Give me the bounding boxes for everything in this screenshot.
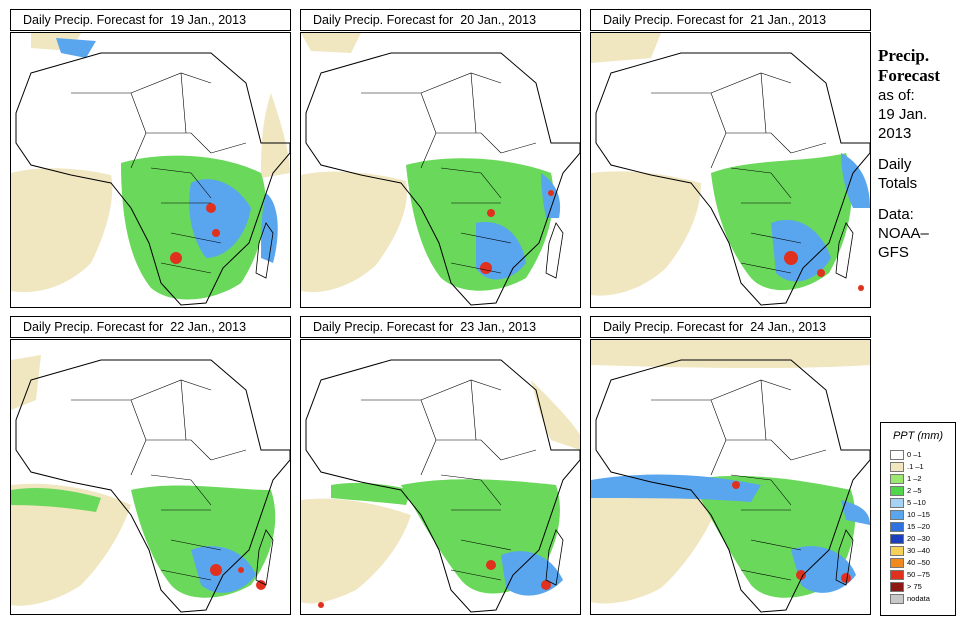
rain-heavy	[170, 203, 220, 264]
sidebar-title-line2: Forecast	[878, 66, 940, 85]
legend-swatch	[890, 546, 904, 556]
data-source-line1: Data:	[878, 206, 914, 223]
legend-label: .1 –1	[907, 462, 924, 471]
map-panel-jan23: Daily Precip. Forecast for 23 Jan., 2013	[300, 316, 581, 615]
legend-title: PPT (mm)	[892, 430, 944, 442]
legend-swatch	[890, 594, 904, 604]
panel-title: Daily Precip. Forecast for 21 Jan., 2013	[590, 9, 871, 31]
precip-map-jan20	[300, 32, 581, 308]
legend-label: 1 –2	[907, 474, 922, 483]
legend-label: 30 –40	[907, 546, 930, 555]
coastline	[305, 52, 580, 306]
madagascar	[255, 529, 274, 586]
data-source-line2: NOAA–	[878, 225, 929, 242]
legend-label: 5 –10	[907, 498, 926, 507]
legend-swatch	[890, 534, 904, 544]
rain-heavy	[732, 481, 851, 583]
precip-map-jan21	[590, 32, 871, 308]
map-panel-jan19: Daily Precip. Forecast for 19 Jan., 2013	[10, 9, 291, 308]
tan-dry-areas	[301, 380, 580, 604]
legend-swatch	[890, 486, 904, 496]
rain-heavy	[318, 560, 551, 608]
panel-title: Daily Precip. Forecast for 23 Jan., 2013	[300, 316, 581, 338]
coastline	[15, 359, 290, 613]
rain-blue	[591, 474, 870, 593]
coastline	[15, 52, 290, 306]
madagascar	[835, 222, 854, 279]
rain-blue	[771, 153, 870, 282]
panel-title: Daily Precip. Forecast for 19 Jan., 2013	[10, 9, 291, 31]
madagascar	[545, 529, 564, 586]
legend-swatch	[890, 570, 904, 580]
madagascar	[255, 222, 274, 279]
tan-dry-areas	[11, 355, 131, 606]
madagascar	[835, 529, 854, 586]
legend-swatch	[890, 558, 904, 568]
legend-label: 15 –20	[907, 522, 930, 531]
legend-swatch	[890, 582, 904, 592]
precip-map-jan24	[590, 339, 871, 615]
coastline	[595, 359, 870, 613]
map-panel-jan21: Daily Precip. Forecast for 21 Jan., 2013	[590, 9, 871, 308]
borders	[651, 72, 827, 274]
legend-label: 2 –5	[907, 486, 922, 495]
tan-dry-areas	[301, 33, 407, 293]
legend-label: 20 –30	[907, 534, 930, 543]
color-legend: PPT (mm) 0 –1 .1 –1 1 –2 2 –5 5 –10 10 –…	[880, 422, 956, 616]
precip-map-jan23	[300, 339, 581, 615]
borders	[71, 379, 247, 581]
panel-title: Daily Precip. Forecast for 24 Jan., 2013	[590, 316, 871, 338]
rain-blue	[191, 546, 256, 593]
sidebar-info: Precip. Forecast as of: 19 Jan. 2013 Dai…	[878, 46, 963, 262]
map-panel-jan20: Daily Precip. Forecast for 20 Jan., 2013	[300, 9, 581, 308]
asof-date-line1: 19 Jan.	[878, 106, 928, 123]
panel-title: Daily Precip. Forecast for 22 Jan., 2013	[10, 316, 291, 338]
asof-date-line2: 2013	[878, 125, 912, 142]
rain-heavy	[480, 190, 554, 274]
rain-blue	[56, 38, 278, 263]
rain-heavy	[784, 251, 864, 291]
daily-label-line1: Daily	[878, 156, 912, 173]
sidebar-title-line1: Precip.	[878, 46, 930, 65]
legend-swatch	[890, 462, 904, 472]
legend-swatch	[890, 450, 904, 460]
legend-label: > 75	[907, 582, 922, 591]
tan-dry-areas	[591, 340, 870, 604]
legend-label: 10 –15	[907, 510, 930, 519]
map-panel-jan22: Daily Precip. Forecast for 22 Jan., 2013	[10, 316, 291, 615]
legend-label: 50 –75	[907, 570, 930, 579]
legend-swatch	[890, 522, 904, 532]
legend-label: 40 –50	[907, 558, 930, 567]
borders	[71, 72, 247, 274]
coastline	[305, 359, 580, 613]
precip-map-jan22	[10, 339, 291, 615]
daily-label-line2: Totals	[878, 175, 918, 192]
precip-map-jan19	[10, 32, 291, 308]
legend-swatch	[890, 474, 904, 484]
rain-heavy	[210, 564, 266, 590]
coastline	[595, 52, 870, 306]
legend-swatch	[890, 498, 904, 508]
madagascar	[545, 222, 564, 279]
asof-label: as of:	[878, 87, 915, 104]
borders	[361, 379, 537, 581]
map-panel-jan24: Daily Precip. Forecast for 24 Jan., 2013	[590, 316, 871, 615]
tan-dry-areas	[591, 33, 701, 296]
borders	[361, 72, 537, 274]
legend-label: 0 –1	[907, 450, 922, 459]
borders	[651, 379, 827, 581]
panel-title: Daily Precip. Forecast for 20 Jan., 2013	[300, 9, 581, 31]
legend-swatch	[890, 510, 904, 520]
data-source-line3: GFS	[878, 244, 909, 261]
legend-label: nodata	[907, 594, 930, 603]
rain-blue	[501, 551, 563, 596]
